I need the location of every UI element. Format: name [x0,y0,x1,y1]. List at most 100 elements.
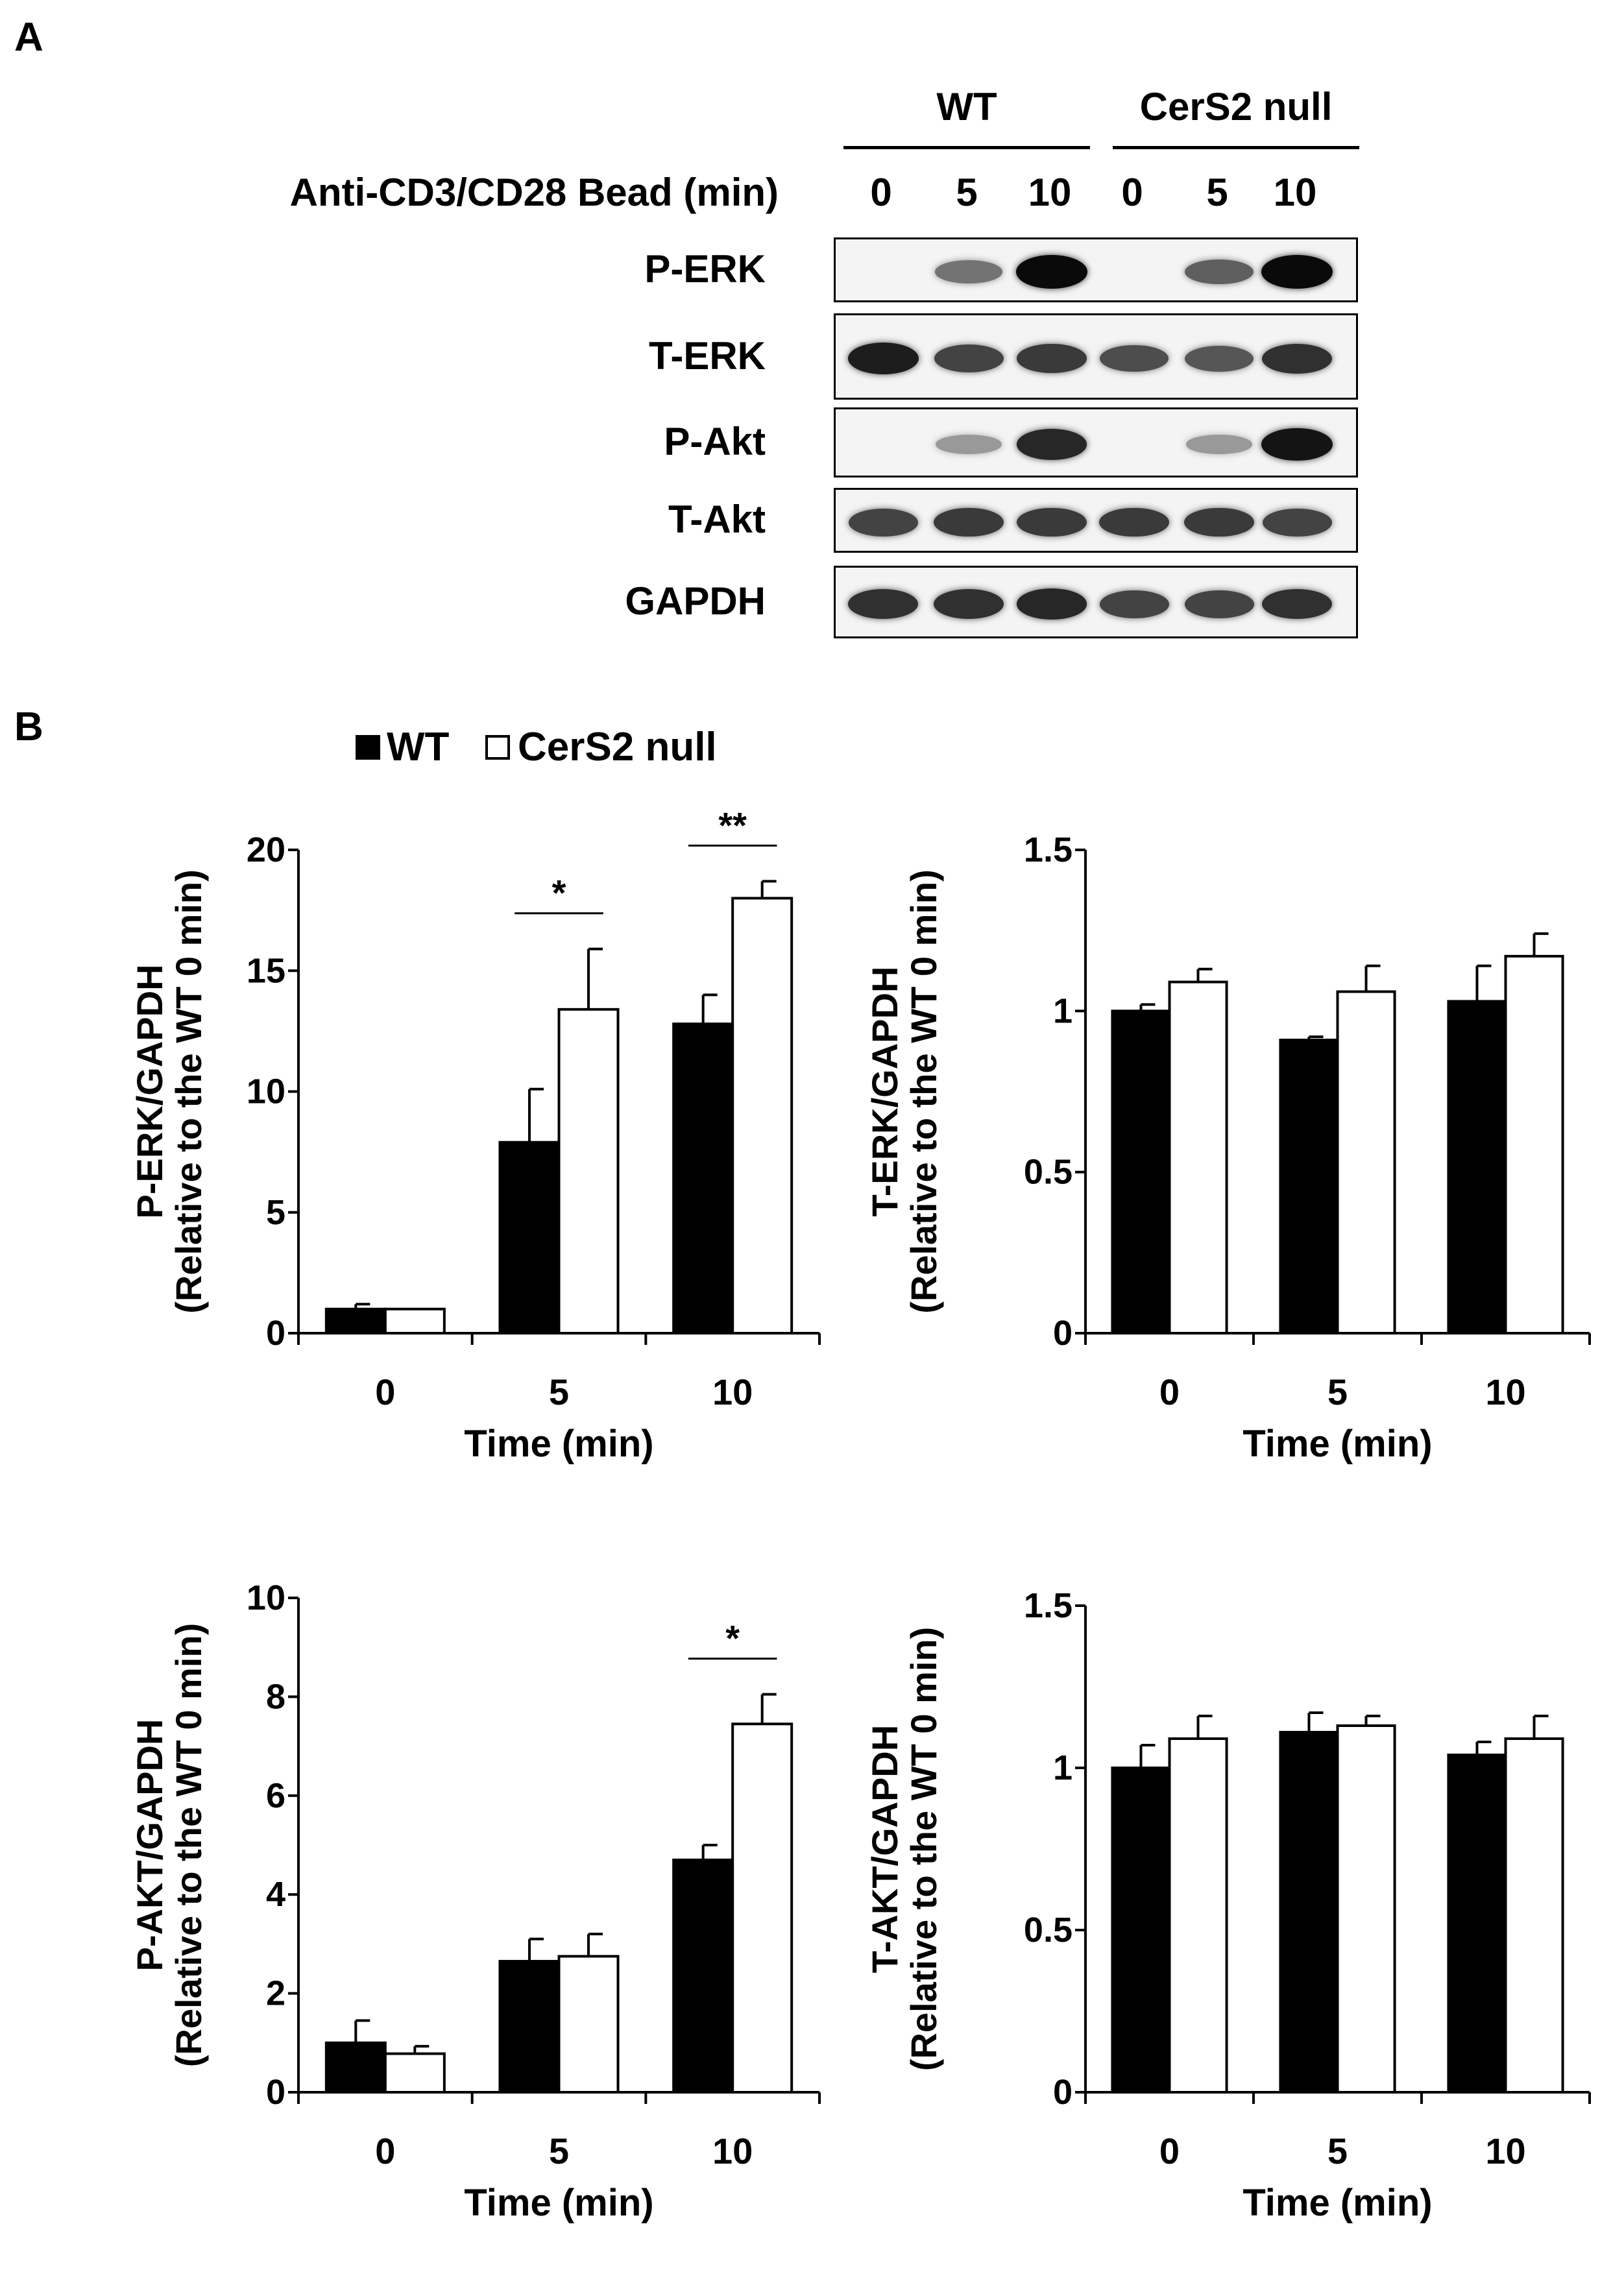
x-tick-label: 10 [712,1371,753,1412]
protein-band [1016,588,1087,620]
legend-label-cers2-null: CerS2 null [518,725,717,769]
y-axis-title-line2: (Relative to the WT 0 min) [168,1623,209,2068]
protein-band [1184,590,1254,618]
y-tick-label: 4 [266,1875,285,1914]
y-tick-label: 10 [247,1072,285,1111]
x-tick-label: 0 [1159,2131,1180,2171]
bar-chart-3: 0 2 4 6 8 10 0 5 10 Time (min) P-AKT/GAPDH(Relativ… [129,1578,821,2224]
y-tick-label: 0 [1053,1314,1073,1353]
protein-band [1261,428,1333,461]
legend-label-wt: WT [387,725,450,769]
protein-band [848,589,918,619]
y-axis-title-line1: P-ERK/GAPDH [129,964,170,1218]
blot-strip [834,488,1358,553]
protein-band [847,343,919,374]
blot-label: GAPDH [625,579,766,623]
bar-cers2-null [1168,980,1228,1334]
time-point-label: 10 [1273,171,1317,214]
bar-chart-1: 0 5 10 15 20 0 5 10 Time (min) P-ERK/GAPDH(Relati… [129,804,821,1465]
blot-label: T-ERK [649,333,766,378]
significance-marker: * [725,1618,740,1659]
x-axis-title: Time (min) [1242,1423,1432,1465]
panel-b-letter: B [14,705,43,749]
x-tick-label: 0 [375,1371,395,1412]
bar-wt [498,1960,561,2094]
protein-band [1184,507,1254,537]
y-axis-title-line2: (Relative to the WT 0 min) [903,1627,944,2071]
protein-band [1185,345,1254,372]
blot-label: T-Akt [668,498,766,541]
group-label-wt: WT [936,85,997,128]
x-tick-label: 0 [375,2131,395,2171]
x-tick-label: 10 [1485,1371,1525,1412]
y-tick-label: 1.5 [1024,830,1073,869]
y-tick-label: 5 [266,1193,285,1232]
y-tick-label: 0 [1053,2073,1073,2112]
protein-band [934,260,1003,284]
protein-band [1262,508,1332,537]
bar-wt [1279,1039,1339,1334]
protein-band [935,435,1002,454]
time-point-label: 0 [1121,171,1143,214]
y-axis-title-line1: T-ERK/GAPDH [864,967,905,1217]
y-tick-label: 8 [266,1677,285,1716]
group-label-cers2-null: CerS2 null [1139,85,1333,128]
bar-cers2-null [731,897,794,1334]
blot-label: P-ERK [644,247,766,291]
y-axis-title-line1: T-AKT/GAPDH [864,1725,905,1974]
group-bracket-wt [843,146,1090,149]
y-tick-label: 2 [266,1974,285,2013]
bar-wt [324,2041,387,2094]
blot-strip [834,566,1358,638]
bar-cers2-null [557,1008,620,1334]
bar-wt [498,1141,561,1334]
bar-wt [324,1307,387,1334]
protein-band [1017,344,1087,373]
bar-cers2-null [1168,1737,1228,2094]
x-tick-label: 5 [1327,2131,1348,2171]
bar-wt [672,1022,734,1334]
bar-cers2-null [1504,1737,1564,2094]
panel-a-letter: A [14,15,43,60]
x-axis-title: Time (min) [464,1423,653,1465]
y-tick-label: 6 [266,1776,285,1815]
protein-band [1099,590,1169,618]
protein-band [1261,255,1333,289]
y-tick-label: 10 [247,1578,285,1617]
time-point-label: 5 [956,171,978,214]
y-tick-label: 0 [266,2073,285,2112]
x-tick-label: 0 [1159,1371,1180,1412]
blot-label: P-Akt [664,420,766,463]
protein-band [1185,435,1253,454]
bar-cers2-null [383,1307,446,1334]
blot-strip [834,313,1358,400]
y-axis-title-line2: (Relative to the WT 0 min) [168,869,209,1314]
y-axis-title-line1: P-AKT/GAPDH [129,1719,170,1972]
bar-wt [1111,1009,1171,1335]
bar-chart-4: 0 0.5 1 1.5 0 5 10 Time (min) T-AKT/GAPDH(Relati… [864,1586,1591,2224]
protein-band [1262,343,1332,374]
blot-strip [834,407,1358,477]
bar-cers2-null [557,1955,620,2094]
y-tick-label: 0.5 [1024,1911,1073,1950]
y-tick-label: 20 [247,830,285,869]
protein-band [934,507,1004,537]
y-tick-label: 0.5 [1024,1153,1073,1192]
protein-band [1017,507,1087,537]
protein-band [1016,429,1087,460]
bar-cers2-null [1336,1724,1396,2094]
x-tick-label: 5 [549,1371,569,1412]
bar-wt [1111,1767,1171,2094]
y-axis-title-line2: (Relative to the WT 0 min) [903,869,944,1314]
protein-band [934,589,1004,619]
y-tick-label: 1 [1053,991,1073,1030]
bar-chart-2: 0 0.5 1 1.5 0 5 10 Time (min) T-ERK/GAPDH(Relati… [864,830,1591,1465]
protein-band [1016,255,1087,289]
protein-band [1185,259,1254,285]
x-tick-label: 5 [1327,1371,1348,1412]
protein-band [848,508,918,537]
bar-wt [672,1858,734,2094]
y-tick-label: 1.5 [1024,1586,1073,1625]
bar-cers2-null [383,2052,446,2094]
protein-band [1099,507,1169,537]
